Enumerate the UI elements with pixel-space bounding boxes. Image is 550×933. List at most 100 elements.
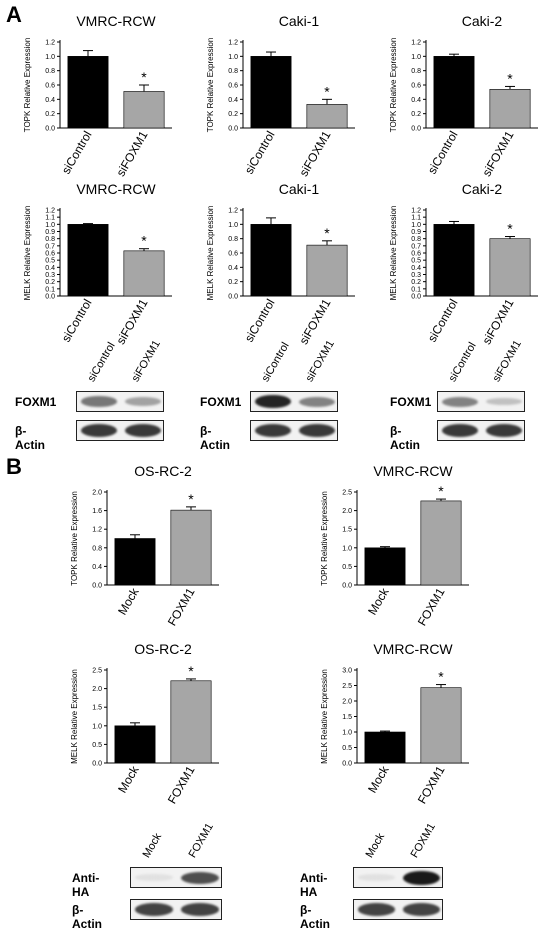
bar-chart-a-topk-vmrc: VMRC-RCW TOPK Relative Expression 0.0 0.2 0.… [23,13,172,179]
bar-siFOXM1 [489,89,531,129]
y-tick-label: 1.2 [45,208,55,215]
x-category-label: FOXM1 [415,585,448,628]
lane-label: siControl [259,340,292,384]
blot-row-label: Anti-HA [72,871,100,899]
chart-title: VMRC-RCW [373,641,453,657]
y-tick-label: 0.1 [411,286,421,293]
y-tick-label: 0.2 [411,279,421,286]
y-tick-label: 0.1 [45,286,55,293]
blot-row-label: β-Actin [300,903,330,931]
bar-chart-a-melk-caki1: Caki-1 MELK Relative Expression 0.0 0.2 0.4 0… [206,181,355,347]
y-tick-label: 1.1 [45,215,55,222]
blot-row-label: FOXM1 [200,395,242,409]
blot-band [486,397,522,406]
significance-star: * [141,69,147,85]
y-tick-label: 0.0 [342,583,352,590]
lane-label: siControl [85,340,118,384]
blot-strip [353,899,443,920]
bar-siControl [433,224,475,297]
blot-band [81,424,117,437]
chart-title: Caki-2 [462,181,503,197]
chart-title: VMRC-RCW [76,181,156,197]
blot-band [486,424,522,437]
y-tick-label: 0.2 [411,111,421,118]
y-tick-label: 0.3 [411,272,421,279]
blot-band [403,870,440,885]
y-tick-label: 0.6 [228,83,238,90]
y-tick-label: 0.0 [92,761,102,768]
bar-Mock [114,538,156,586]
y-tick-label: 1.0 [228,222,238,229]
bar-FOXM1 [170,680,212,764]
lane-label: siControl [446,340,479,384]
y-axis-label: MELK Relative Expression [320,669,329,764]
y-tick-label: 0.0 [228,294,238,301]
y-tick-label: 1.5 [342,714,352,721]
y-tick-label: 0.5 [342,564,352,571]
x-category-label: Mock [115,585,142,618]
x-category-label: FOXM1 [415,763,448,806]
significance-star: * [188,663,194,679]
y-tick-label: 0.6 [411,251,421,258]
y-tick-label: 1.5 [92,705,102,712]
y-axis-label: TOPK Relative Expression [389,38,398,133]
y-tick-label: 0.2 [45,279,55,286]
y-tick-label: 0.6 [45,251,55,258]
blot-row-label: β-Actin [72,903,102,931]
blot-strip [130,867,222,888]
x-category-label: FOXM1 [165,585,198,628]
x-category-label: Mock [365,585,392,618]
lane-label: siFOXM1 [490,338,524,384]
y-tick-label: 1.0 [342,730,352,737]
significance-star: * [438,483,444,499]
y-tick-label: 0.0 [342,761,352,768]
x-category-label: FOXM1 [165,763,198,806]
y-tick-label: 1.1 [411,215,421,222]
blot-row-label: β-Actin [15,424,45,452]
x-category-label: siControl [59,297,95,345]
significance-star: * [188,491,194,507]
blot-band [135,903,173,916]
bar-chart-a-topk-caki2: Caki-2 TOPK Relative Expression 0.0 0.2 0.4 0… [389,13,538,179]
y-tick-label: 1.0 [411,54,421,61]
y-axis-label: MELK Relative Expression [70,669,79,764]
y-tick-label: 1.0 [45,222,55,229]
blot-row-label: FOXM1 [390,395,432,409]
bar-siFOXM1 [306,104,348,129]
chart-title: Caki-2 [462,13,503,29]
y-tick-label: 0.4 [45,97,55,104]
x-category-label: siFOXM1 [479,296,516,347]
y-tick-label: 0.7 [411,243,421,250]
y-tick-label: 0.0 [92,583,102,590]
x-category-label: Mock [365,763,392,796]
x-category-label: siFOXM1 [113,128,150,179]
y-tick-label: 0.6 [411,83,421,90]
y-tick-label: 0.8 [411,68,421,75]
y-tick-label: 0.5 [92,742,102,749]
x-category-label: siFOXM1 [479,128,516,179]
y-axis-label: MELK Relative Expression [389,206,398,301]
x-category-label: siFOXM1 [296,128,333,179]
blot-row-label: β-Actin [200,424,230,452]
x-category-label: Mock [115,763,142,796]
y-tick-label: 0.2 [228,111,238,118]
bar-chart-b-melk-osrc2: OS-RC-2 MELK Relative Expression 0.0 0.5 1.0… [70,641,219,806]
y-axis-label: TOPK Relative Expression [206,38,215,133]
bar-Mock [364,731,406,764]
significance-star: * [507,221,513,237]
bar-siControl [67,56,109,129]
blot-band [81,396,117,407]
y-axis-label: TOPK Relative Expression [320,491,329,586]
y-tick-label: 0.4 [45,265,55,272]
bar-siFOXM1 [123,91,165,129]
y-axis-label: MELK Relative Expression [23,206,32,301]
y-tick-label: 0.7 [45,243,55,250]
blot-row-label: Anti-HA [300,871,328,899]
y-tick-label: 2.5 [342,683,352,690]
y-tick-label: 0.6 [228,251,238,258]
y-tick-label: 0.6 [45,83,55,90]
y-tick-label: 0.4 [228,265,238,272]
y-tick-label: 1.5 [342,527,352,534]
significance-star: * [324,225,330,241]
